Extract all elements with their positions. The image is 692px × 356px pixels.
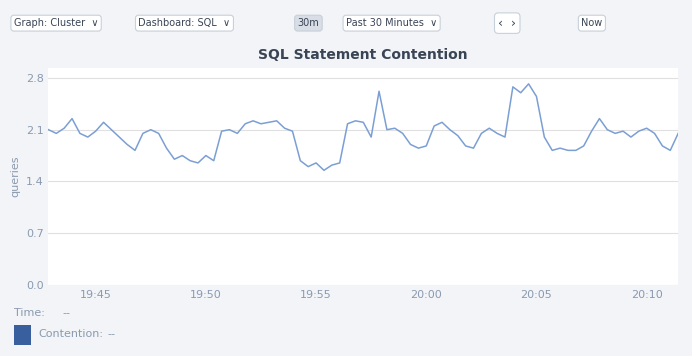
Text: Past 30 Minutes  ∨: Past 30 Minutes ∨ (346, 18, 437, 28)
FancyBboxPatch shape (14, 325, 31, 345)
Title: SQL Statement Contention: SQL Statement Contention (259, 48, 468, 62)
Text: Contention:: Contention: (38, 329, 103, 339)
Text: --: -- (62, 308, 71, 318)
Text: 30m: 30m (298, 18, 319, 28)
Text: Time:: Time: (14, 308, 45, 318)
Text: --: -- (107, 329, 116, 339)
Text: Graph: Cluster  ∨: Graph: Cluster ∨ (14, 18, 98, 28)
Text: Now: Now (581, 18, 603, 28)
Text: ‹  ›: ‹ › (498, 17, 516, 30)
Y-axis label: queries: queries (10, 156, 20, 197)
Text: Dashboard: SQL  ∨: Dashboard: SQL ∨ (138, 18, 230, 28)
